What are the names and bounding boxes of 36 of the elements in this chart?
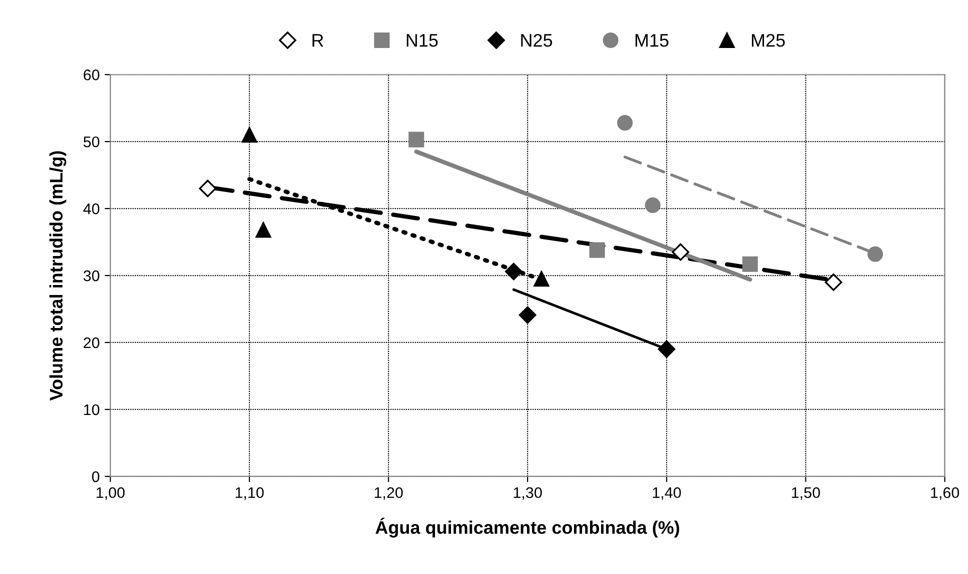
point — [658, 340, 676, 358]
x-tick-label: 1,30 — [514, 487, 542, 500]
point — [256, 222, 272, 238]
x-axis-title: Água quimicamente combinada (%) — [376, 518, 680, 538]
legend-label: R — [312, 34, 324, 47]
y-tick-label: 50 — [84, 136, 100, 148]
point — [408, 132, 424, 148]
x-tick-label: 1,40 — [652, 487, 681, 500]
y-axis-title: Volume total intrudido (mL/g) — [49, 151, 66, 401]
y-tick-label: 40 — [83, 203, 100, 214]
y-tick-label: 10 — [84, 404, 100, 416]
x-tick-label: 1,10 — [236, 487, 264, 500]
point — [672, 243, 690, 261]
point — [644, 197, 660, 213]
legend-label: N15 — [406, 34, 438, 47]
point — [742, 256, 758, 272]
x-tick-label: 1,00 — [96, 487, 125, 500]
y-tick-label: 60 — [84, 69, 100, 80]
point — [867, 246, 884, 262]
point — [504, 262, 522, 280]
legend-label: M15 — [636, 34, 668, 47]
point — [617, 115, 633, 131]
point — [589, 242, 605, 258]
x-tick-label: 1,60 — [931, 487, 960, 500]
x-tick-label: 1,50 — [792, 487, 820, 500]
point — [199, 180, 216, 198]
point — [824, 274, 842, 291]
x-tick-label: 1,20 — [374, 487, 403, 500]
y-tick-label: 0 — [92, 471, 100, 482]
y-tick-label: 20 — [84, 337, 100, 348]
point — [518, 306, 536, 324]
point — [242, 127, 258, 143]
legend-label: N25 — [521, 34, 552, 47]
y-tick-label: 30 — [84, 270, 100, 282]
point — [534, 271, 550, 287]
legend-label: M25 — [752, 34, 785, 47]
